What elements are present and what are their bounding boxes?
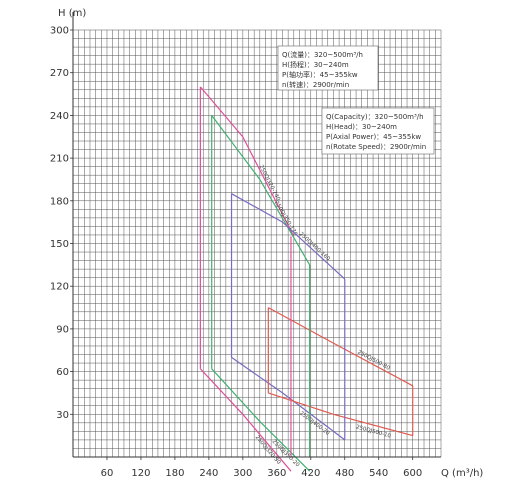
y-axis-label: H (m): [58, 8, 86, 19]
x-tick-label: 360: [267, 468, 286, 479]
x-tick-label: 300: [233, 468, 252, 479]
series-bottom-curve: [268, 392, 413, 437]
x-tick-label: 240: [199, 468, 218, 479]
x-tick-label: 180: [165, 468, 184, 479]
x-axis-label: Q (m³/h): [441, 468, 483, 479]
x-tick-label: 540: [369, 468, 388, 479]
x-tick-label: 420: [301, 468, 320, 479]
axes: H (m) Q (m³/h) 30 60 90 120 150 180 210 240 270 3…: [50, 8, 484, 479]
legend-en-line-1: Q(Capacity)：320~500m³/h: [326, 113, 424, 121]
y-tick-label: 60: [56, 367, 69, 378]
series-top-curve: [231, 193, 346, 280]
legend-english: Q(Capacity)：320~500m³/h H(Head)：30~240m …: [321, 107, 435, 155]
y-tick-label: 270: [50, 68, 69, 79]
legend-cn-line-2: H(扬程)：30~240m: [282, 60, 349, 69]
y-tick-label: 30: [56, 410, 69, 421]
legend-en-line-3: P(Axial Power)：45~355kw: [326, 133, 421, 141]
x-tick-label: 480: [335, 468, 354, 479]
y-tick-label: 240: [50, 111, 69, 122]
series-top-curve: [199, 86, 295, 237]
x-tick-label: 120: [131, 468, 150, 479]
legend-en-line-2: H(Head)：30~240m: [326, 123, 397, 131]
series-bottom-curve: [199, 368, 292, 472]
x-tick-label: 60: [101, 468, 114, 479]
y-tick-label: 90: [56, 324, 69, 335]
series-top-curve: [268, 307, 413, 387]
legend-cn-line-1: Q(流量)：320~500m³/h: [282, 50, 363, 59]
series-bottom-curve: [231, 356, 346, 441]
y-tick-label: 150: [50, 239, 69, 250]
y-tick-label: 120: [50, 282, 69, 293]
legend-chinese: Q(流量)：320~500m³/h H(扬程)：30~240m P(轴功率)：4…: [277, 45, 379, 91]
y-tick-label: 210: [50, 154, 69, 165]
series-label-top: 250QJ400-160: [298, 231, 332, 262]
series-bottom-curve: [211, 368, 311, 472]
legend-en-line-4: n(Rotate Speed)：2900r/min: [326, 143, 426, 151]
legend-cn-line-4: n(转速)：2900r/min: [282, 80, 349, 89]
series-top-curve: [211, 115, 311, 266]
x-tick-label: 600: [403, 468, 422, 479]
y-tick-label: 180: [50, 196, 69, 207]
series-label-bottom: 250QJ500-10: [355, 424, 392, 439]
y-tick-label: 300: [50, 26, 69, 37]
grid: [72, 29, 442, 458]
legend-cn-line-3: P(轴功率)：45~355kw: [282, 70, 358, 79]
